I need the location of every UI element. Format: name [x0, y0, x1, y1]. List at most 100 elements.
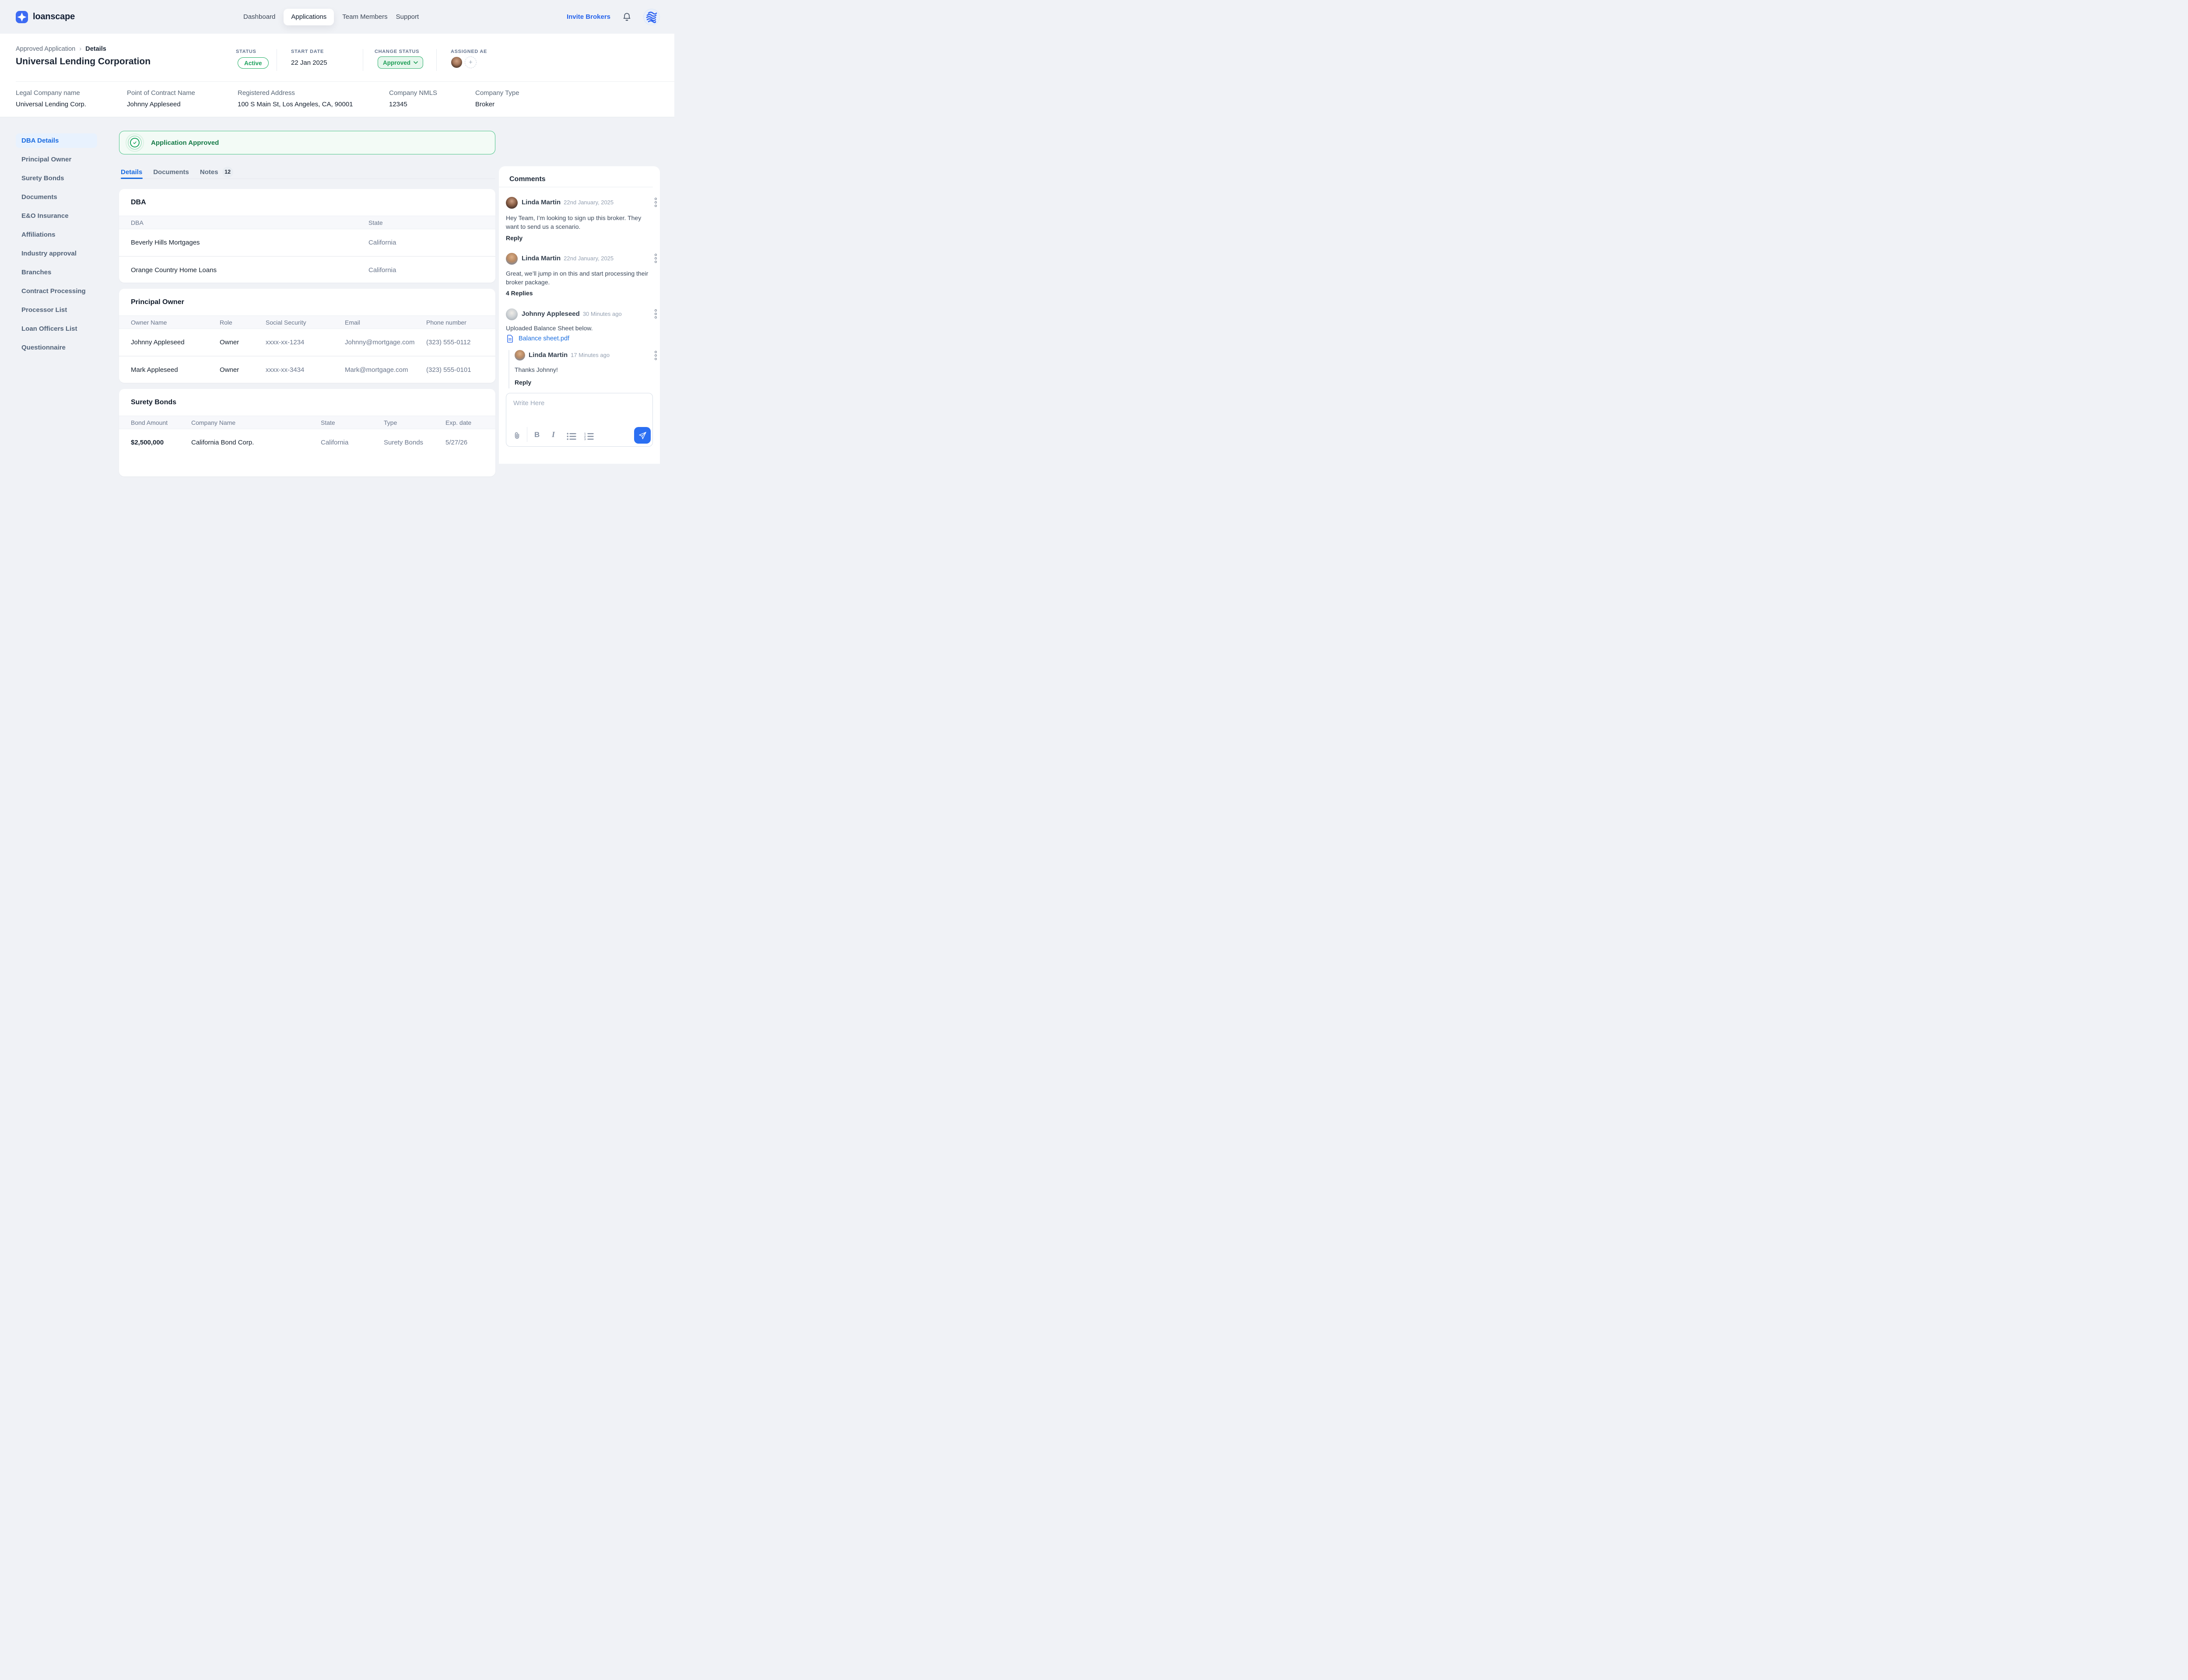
invite-brokers-link[interactable]: Invite Brokers	[566, 13, 610, 21]
owner-role: Owner	[220, 366, 239, 374]
add-assignee-button[interactable]: +	[465, 56, 477, 68]
table-row: Mark Appleseed Owner xxxx-xx-3434 Mark@m…	[119, 356, 495, 382]
change-status-dropdown[interactable]: Approved	[378, 56, 424, 69]
avatar	[515, 350, 525, 360]
italic-icon[interactable]: I	[552, 430, 555, 439]
nav-right: Invite Brokers	[566, 8, 660, 25]
owner-phone: (323) 555-0101	[426, 366, 471, 374]
comment-menu-icon[interactable]	[654, 308, 658, 319]
banner-text: Application Approved	[151, 139, 219, 147]
point-of-contract-label: Point of Contract Name	[127, 89, 195, 97]
page-title: Universal Lending Corporation	[16, 56, 151, 66]
sidebar-item-questionnaire[interactable]: Questionnaire	[21, 344, 66, 351]
column-header: Type	[384, 419, 397, 426]
column-header: Company Name	[191, 419, 236, 426]
comment-menu-icon[interactable]	[654, 350, 658, 361]
thread-line	[508, 350, 509, 388]
owner-email: Mark@mortgage.com	[345, 366, 408, 374]
nav-item-support[interactable]: Support	[396, 13, 419, 21]
surety-bonds-table-header: Bond Amount Company Name State Type Exp.…	[119, 416, 495, 429]
attachment-link[interactable]: Balance sheet.pdf	[507, 335, 569, 343]
sidebar-item-affiliations[interactable]: Affiliations	[21, 231, 56, 238]
change-status-label: CHANGE STATUS	[375, 49, 420, 54]
comment-menu-icon[interactable]	[654, 197, 658, 208]
principal-owner-table-header: Owner Name Role Social Security Email Ph…	[119, 315, 495, 329]
breadcrumb-chevron-icon: ›	[79, 45, 82, 52]
column-header: Bond Amount	[131, 419, 168, 426]
avatar	[506, 197, 518, 209]
sidebar-item-processor-list[interactable]: Processor List	[21, 306, 67, 314]
page-header: Approved Application › Details Universal…	[0, 34, 674, 82]
sidebar-item-industry-approval[interactable]: Industry approval	[21, 250, 77, 257]
comment-body: Great, we’ll jump in on this and start p…	[506, 270, 649, 286]
reply-link[interactable]: Reply	[515, 379, 532, 386]
sidebar-item-principal-owner[interactable]: Principal Owner	[21, 156, 72, 163]
bond-state: California	[321, 439, 349, 446]
sidebar-item-branches[interactable]: Branches	[21, 269, 52, 276]
comment-menu-icon[interactable]	[654, 253, 658, 264]
nav-item-applications[interactable]: Applications	[284, 8, 334, 25]
assigned-ae-avatar[interactable]	[451, 56, 463, 68]
comments-panel: Comments Linda Martin 22nd January, 2025 …	[499, 166, 660, 464]
main-content: Application Approved Details Documents N…	[119, 117, 495, 476]
legal-company-name-value: Universal Lending Corp.	[16, 101, 86, 108]
principal-owner-card: Principal Owner Owner Name Role Social S…	[119, 289, 495, 383]
bullet-list-icon[interactable]	[567, 432, 577, 441]
point-of-contract-value: Johnny Appleseed	[127, 101, 181, 108]
send-comment-button[interactable]	[634, 427, 651, 444]
bond-amount: $2,500,000	[131, 439, 164, 446]
attachment-filename: Balance sheet.pdf	[519, 335, 570, 342]
nav-item-team-members[interactable]: Team Members	[342, 13, 388, 21]
company-type-label: Company Type	[475, 89, 519, 97]
comment-author: Johnny Appleseed 30 Minutes ago	[522, 310, 622, 318]
tab-details[interactable]: Details	[121, 168, 143, 176]
dba-name: Orange Country Home Loans	[131, 266, 217, 274]
bold-icon[interactable]: B	[534, 430, 540, 439]
tab-documents[interactable]: Documents	[153, 168, 189, 176]
replies-link[interactable]: 4 Replies	[506, 290, 533, 297]
comment-timestamp: 22nd January, 2025	[564, 255, 614, 262]
svg-text:1: 1	[584, 432, 586, 435]
dba-name: Beverly Hills Mortgages	[131, 239, 200, 246]
comment-body: Uploaded Balance Sheet below.	[506, 325, 593, 332]
owner-phone: (323) 555-0112	[426, 339, 471, 346]
comment-author: Linda Martin 17 Minutes ago	[529, 351, 610, 359]
sidebar-item-contract-processing[interactable]: Contract Processing	[21, 287, 86, 295]
breadcrumb-details: Details	[85, 45, 106, 52]
attach-file-icon[interactable]	[512, 430, 522, 441]
company-nmls-value: 12345	[389, 101, 407, 108]
comment-input[interactable]	[513, 399, 645, 424]
column-header: Owner Name	[131, 319, 167, 326]
column-header: Role	[220, 319, 232, 326]
column-header: State	[368, 219, 383, 226]
nav-item-dashboard[interactable]: Dashboard	[243, 13, 276, 21]
tab-notes[interactable]: Notes 12	[200, 166, 233, 178]
owner-name: Mark Appleseed	[131, 366, 178, 374]
start-date-value: 22 Jan 2025	[291, 59, 327, 66]
dba-table-header: DBA State	[119, 216, 495, 229]
breadcrumb-approved-application[interactable]: Approved Application	[16, 45, 76, 52]
sidebar-item-dba-details[interactable]: DBA Details	[16, 133, 97, 148]
bond-type: Surety Bonds	[384, 439, 424, 446]
notification-bell-icon[interactable]	[622, 12, 632, 22]
breadcrumb: Approved Application › Details	[16, 45, 106, 52]
user-avatar[interactable]	[643, 8, 660, 25]
principal-owner-card-title: Principal Owner	[131, 298, 184, 306]
sidebar-item-eo-insurance[interactable]: E&O Insurance	[21, 212, 69, 220]
column-header: Exp. date	[445, 419, 472, 426]
sidebar-item-surety-bonds[interactable]: Surety Bonds	[21, 175, 64, 182]
brand-logo[interactable]: loanscape	[16, 10, 75, 23]
table-row: Beverly Hills Mortgages California	[119, 229, 495, 256]
status-badge: Active	[238, 57, 269, 69]
sidebar: DBA Details Principal Owner Surety Bonds…	[0, 117, 109, 449]
comment-timestamp: 17 Minutes ago	[571, 352, 610, 358]
avatar	[506, 308, 518, 320]
numbered-list-icon[interactable]: 1 2 3	[584, 432, 594, 441]
surety-bonds-card: Surety Bonds Bond Amount Company Name St…	[119, 389, 495, 476]
comment-body: Thanks Johnny!	[515, 366, 558, 373]
owner-role: Owner	[220, 339, 239, 346]
reply-link[interactable]: Reply	[506, 234, 523, 242]
table-row: Orange Country Home Loans California	[119, 256, 495, 283]
sidebar-item-loan-officers-list[interactable]: Loan Officers List	[21, 325, 77, 332]
sidebar-item-documents[interactable]: Documents	[21, 193, 57, 201]
